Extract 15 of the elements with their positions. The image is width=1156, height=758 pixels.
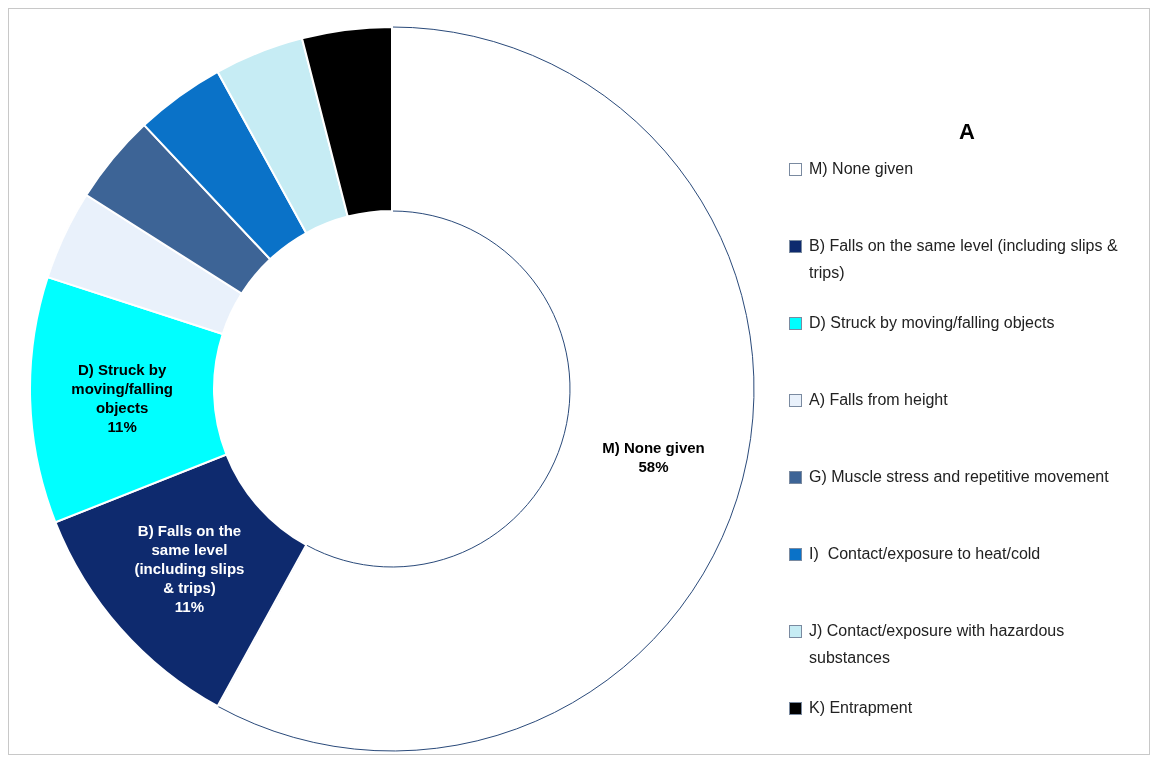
slice-label: M) None given <box>809 159 914 179</box>
data-label: 11% <box>107 417 137 435</box>
legend-label: J) Contact/exposure with hazardous substances <box>809 621 1066 668</box>
legend-label: D) Struck by moving/falling objects <box>809 313 1055 333</box>
slice-label: B) Falls on the same level (including slips & trips) <box>134 521 245 596</box>
slice-label: M) None given <box>602 438 705 456</box>
legend-label: B) Falls on the same level (including slips & trips) <box>809 236 1119 283</box>
legend-label: G) Muscle stress and repetitive movement <box>809 467 1109 487</box>
legend-title: A <box>959 119 976 145</box>
slice-label: D) Struck by moving/falling objects <box>71 360 173 416</box>
data-label: 58% <box>638 457 669 475</box>
legend-label: I) Contact/exposure to heat/cold <box>809 544 1041 564</box>
legend-label: A) Falls from height <box>809 390 948 410</box>
data-label: 11% <box>174 597 205 615</box>
legend-label: K) Entrapment <box>809 698 913 718</box>
